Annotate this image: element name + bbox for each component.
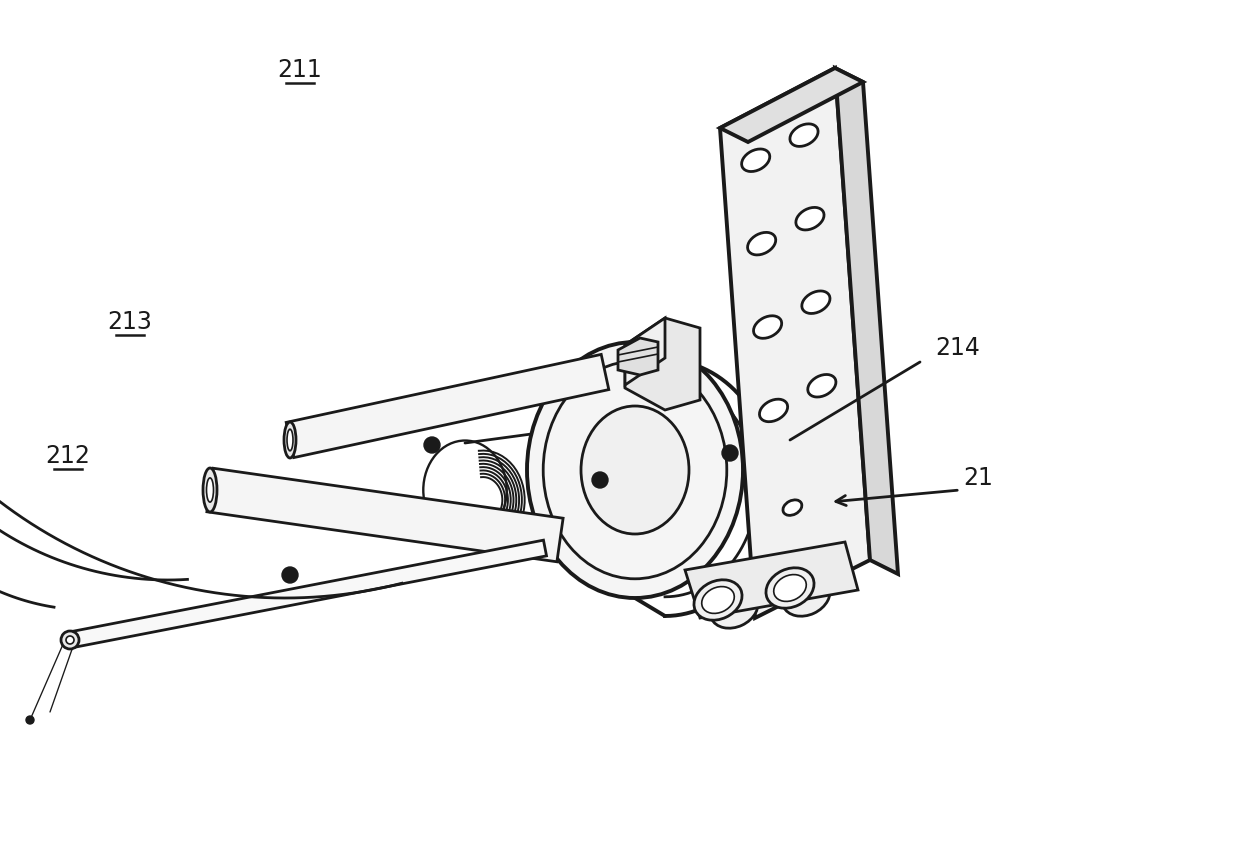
Ellipse shape <box>790 124 818 146</box>
Ellipse shape <box>434 454 496 526</box>
Text: 214: 214 <box>935 336 981 360</box>
Ellipse shape <box>754 316 781 338</box>
Text: 213: 213 <box>108 310 153 334</box>
Ellipse shape <box>61 631 79 649</box>
Ellipse shape <box>807 375 836 397</box>
Ellipse shape <box>694 580 742 620</box>
Ellipse shape <box>802 291 830 314</box>
Ellipse shape <box>26 716 33 724</box>
Ellipse shape <box>742 149 770 172</box>
Ellipse shape <box>722 445 738 461</box>
Text: 212: 212 <box>46 444 91 468</box>
Ellipse shape <box>427 444 503 536</box>
Ellipse shape <box>207 478 213 502</box>
Ellipse shape <box>429 447 501 533</box>
Ellipse shape <box>443 464 487 516</box>
Ellipse shape <box>591 472 608 488</box>
Ellipse shape <box>527 342 743 598</box>
Polygon shape <box>286 354 609 457</box>
Ellipse shape <box>445 467 485 513</box>
Polygon shape <box>720 68 863 142</box>
Ellipse shape <box>796 207 825 230</box>
Polygon shape <box>625 318 665 385</box>
Ellipse shape <box>782 575 830 616</box>
Ellipse shape <box>432 450 498 530</box>
Text: 21: 21 <box>963 466 993 490</box>
Ellipse shape <box>66 636 74 644</box>
Ellipse shape <box>438 457 492 523</box>
Ellipse shape <box>702 586 734 614</box>
Polygon shape <box>684 542 858 618</box>
Polygon shape <box>835 68 898 574</box>
Polygon shape <box>625 318 701 410</box>
Ellipse shape <box>782 500 802 515</box>
Ellipse shape <box>423 440 507 540</box>
Ellipse shape <box>281 567 298 583</box>
Text: 211: 211 <box>278 58 322 82</box>
Polygon shape <box>618 338 658 375</box>
Ellipse shape <box>284 422 296 458</box>
Ellipse shape <box>748 232 776 255</box>
Ellipse shape <box>582 406 689 534</box>
Ellipse shape <box>424 437 440 453</box>
Polygon shape <box>720 68 870 618</box>
Ellipse shape <box>440 461 490 519</box>
Ellipse shape <box>759 400 787 422</box>
Ellipse shape <box>774 575 806 602</box>
Ellipse shape <box>711 588 758 628</box>
Polygon shape <box>68 540 547 648</box>
Ellipse shape <box>286 429 293 450</box>
Polygon shape <box>207 468 563 562</box>
Ellipse shape <box>203 468 217 512</box>
Ellipse shape <box>766 568 813 609</box>
